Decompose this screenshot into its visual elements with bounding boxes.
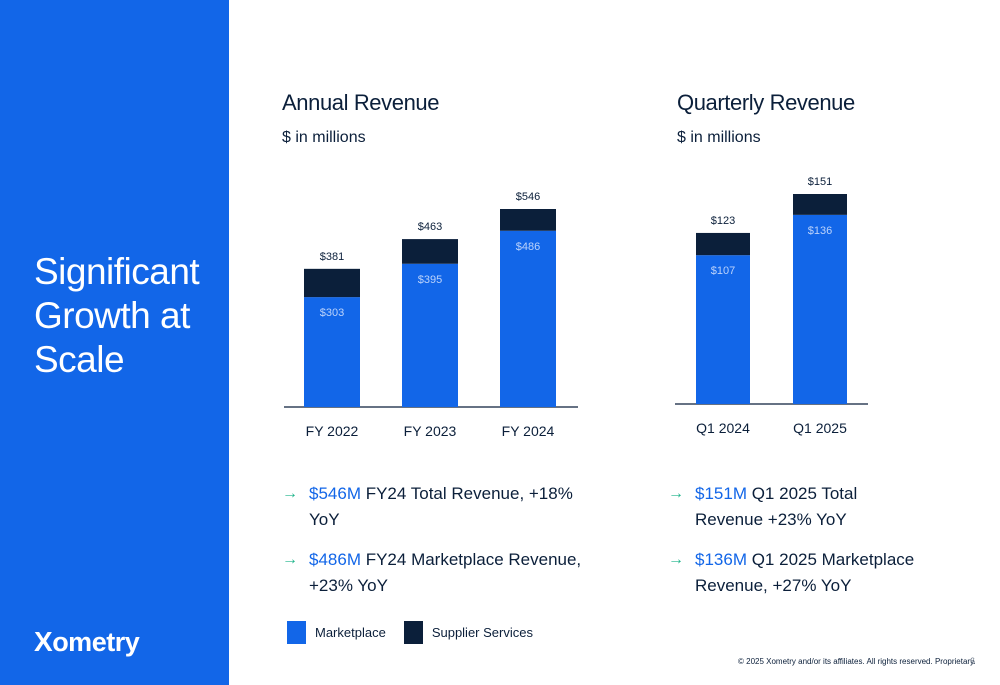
quarterly-bar-marketplace [696, 255, 750, 404]
sidebar: Significant Growth at Scale Xometry [0, 0, 229, 685]
legend-item-supplier-services: Supplier Services [403, 621, 533, 644]
legend-item-marketplace: Marketplace [287, 621, 386, 644]
quarterly-total-data-label: $123 [711, 215, 735, 227]
arrow-right-icon: → [668, 485, 684, 502]
annual-bullets: → $546M FY24 Total Revenue, +18% YoY → $… [282, 481, 592, 613]
legend-swatch-supplier-services [403, 621, 423, 644]
quarterly-bullets: → $151M Q1 2025 Total Revenue +23% YoY →… [668, 481, 928, 613]
annual-total-data-label: $463 [418, 221, 442, 233]
xometry-logo: Xometry [34, 626, 140, 658]
annual-bar-supplier-services [402, 239, 458, 264]
legend-swatch-marketplace [287, 621, 306, 644]
logo-text: ometry [52, 627, 140, 657]
quarterly-chart-title: Quarterly Revenue [677, 90, 855, 115]
annual-chart-subtitle: $ in millions [282, 129, 366, 146]
bullet-body: Q1 2025 Marketplace Revenue, +27% YoY [695, 550, 915, 595]
page-number: 6 [970, 656, 976, 666]
quarterly-chart-subtitle: $ in millions [677, 129, 761, 146]
legend-label-marketplace: Marketplace [315, 625, 386, 640]
quarterly-revenue-chart: $107 $123 Q1 2024 $136 $151 Q1 2025 [675, 176, 868, 436]
annual-bullet-marketplace: → $486M FY24 Marketplace Revenue, +23% Y… [282, 547, 592, 599]
arrow-right-icon: → [282, 485, 298, 502]
arrow-right-icon: → [668, 551, 684, 568]
quarterly-x-tick-label: Q1 2024 [696, 420, 750, 436]
bullet-text: $546M FY24 Total Revenue, +18% YoY [309, 481, 592, 533]
quarterly-marketplace-data-label: $107 [711, 265, 735, 277]
slide-title: Significant Growth at Scale [34, 251, 200, 380]
arrow-right-icon: → [282, 551, 298, 568]
quarterly-x-tick-label: Q1 2025 [793, 420, 847, 436]
quarterly-bullet-marketplace: → $136M Q1 2025 Marketplace Revenue, +27… [668, 547, 928, 599]
annual-bar-supplier-services [304, 268, 360, 298]
bullet-body: FY24 Total Revenue, +18% YoY [309, 484, 573, 529]
annual-bar-supplier-services [500, 209, 556, 231]
annual-revenue-chart: $303 $381 FY 2022 $395 $463 FY 2023 $486 $546 FY… [284, 191, 578, 439]
annual-marketplace-data-label: $486 [516, 241, 540, 253]
quarterly-bullet-total: → $151M Q1 2025 Total Revenue +23% YoY [668, 481, 928, 533]
quarterly-bar-marketplace [793, 214, 847, 404]
logo-mark: X [34, 626, 53, 657]
bullet-highlight: $136M [695, 550, 747, 569]
annual-bar-marketplace [402, 263, 458, 407]
quarterly-bar-supplier-services [696, 232, 750, 256]
footer-copyright: © 2025 Xometry and/or its affiliates. Al… [738, 657, 976, 666]
annual-bullet-total: → $546M FY24 Total Revenue, +18% YoY [282, 481, 592, 533]
annual-chart-title: Annual Revenue [282, 90, 440, 115]
legend-label-supplier-services: Supplier Services [431, 625, 533, 640]
quarterly-total-data-label: $151 [808, 176, 832, 188]
bullet-body: FY24 Marketplace Revenue, +23% YoY [309, 550, 582, 595]
bullet-highlight: $546M [309, 484, 361, 503]
annual-marketplace-data-label: $303 [320, 307, 344, 319]
annual-x-tick-label: FY 2024 [502, 423, 555, 439]
annual-total-data-label: $546 [516, 191, 540, 203]
bullet-text: $136M Q1 2025 Marketplace Revenue, +27% … [695, 547, 928, 599]
bullet-text: $151M Q1 2025 Total Revenue +23% YoY [695, 481, 928, 533]
bullet-text: $486M FY24 Marketplace Revenue, +23% YoY [309, 547, 592, 599]
annual-bar-marketplace [500, 230, 556, 407]
bullet-highlight: $151M [695, 484, 747, 503]
quarterly-bar-supplier-services [793, 194, 847, 215]
annual-total-data-label: $381 [320, 251, 344, 263]
annual-x-tick-label: FY 2023 [404, 423, 457, 439]
bullet-body: Q1 2025 Total Revenue +23% YoY [695, 484, 858, 529]
bullet-highlight: $486M [309, 550, 361, 569]
annual-marketplace-data-label: $395 [418, 274, 442, 286]
chart-legend: Marketplace Supplier Services [287, 621, 551, 644]
quarterly-marketplace-data-label: $136 [808, 225, 832, 237]
annual-bar-marketplace [304, 297, 360, 407]
annual-x-tick-label: FY 2022 [306, 423, 359, 439]
